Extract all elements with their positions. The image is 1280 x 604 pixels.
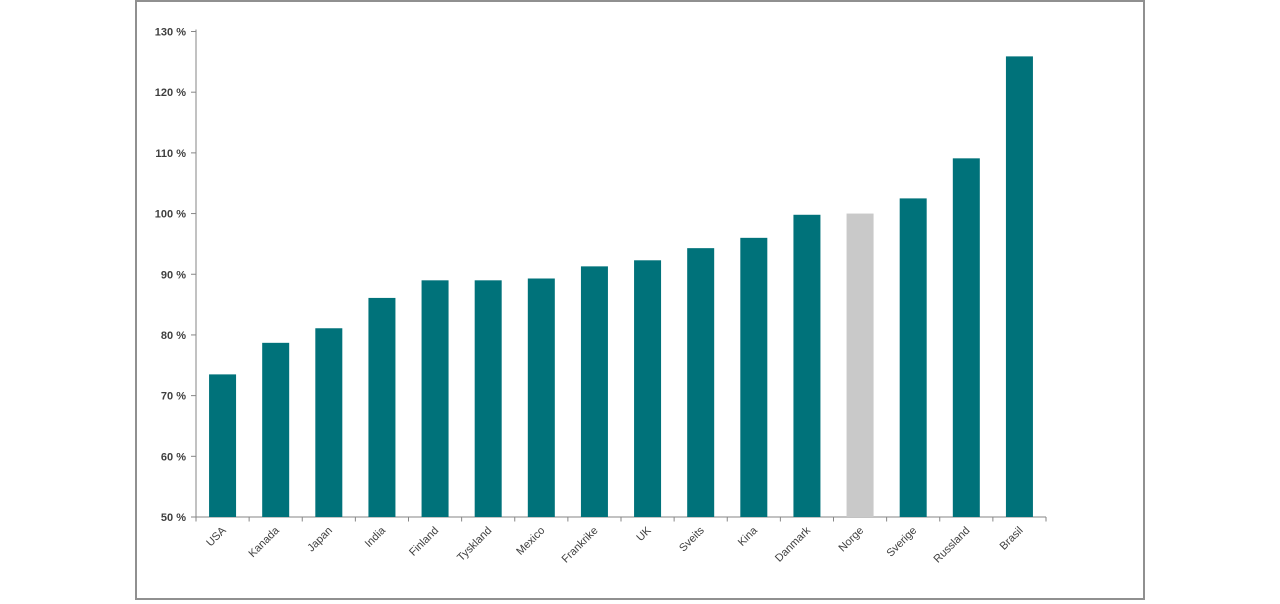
bar-uk[interactable] <box>634 260 662 517</box>
bar-sverige[interactable] <box>899 198 927 517</box>
bar-sveits[interactable] <box>687 248 715 518</box>
bar-danmark[interactable] <box>793 214 821 517</box>
y-axis-tick-label: 80 % <box>161 330 186 342</box>
bar-brasil[interactable] <box>1005 56 1033 518</box>
x-axis-category-label: Brasil <box>998 525 1026 553</box>
x-axis-category-label: India <box>363 524 389 550</box>
x-axis-category-label: Frankrike <box>560 525 601 566</box>
bar-tyskland[interactable] <box>474 280 502 517</box>
x-axis-category-label: Tyskland <box>455 525 494 564</box>
y-axis-tick-label: 50 % <box>161 512 186 524</box>
x-axis-category-label: Kina <box>736 524 761 549</box>
y-axis-tick-label: 60 % <box>161 451 186 463</box>
bar-japan[interactable] <box>315 328 343 517</box>
x-axis-category-label: Sveits <box>677 524 707 554</box>
bar-kanada[interactable] <box>262 342 290 517</box>
bar-mexico[interactable] <box>527 278 555 517</box>
x-axis-category-label: Mexico <box>514 525 547 558</box>
bar-kina[interactable] <box>740 237 768 517</box>
y-axis-tick-label: 120 % <box>155 87 186 99</box>
bar-frankrike[interactable] <box>580 266 608 517</box>
bar-finland[interactable] <box>421 280 449 517</box>
bar-india[interactable] <box>368 297 396 517</box>
x-axis-category-label: UK <box>634 524 654 544</box>
y-axis-tick-label: 90 % <box>161 269 186 281</box>
x-axis-category-label: Norge <box>837 525 867 555</box>
x-axis-category-label: Japan <box>305 525 335 555</box>
bar-usa[interactable] <box>209 374 237 517</box>
x-axis-category-label: Danmark <box>773 524 813 564</box>
x-axis-category-label: Sverige <box>884 525 919 560</box>
y-axis-tick-label: 110 % <box>155 148 186 160</box>
bar-norge[interactable] <box>846 213 874 517</box>
y-axis-tick-label: 130 % <box>155 27 186 39</box>
x-axis-category-label: Kanada <box>246 524 282 560</box>
y-axis-tick-label: 100 % <box>155 209 186 221</box>
bar-russland[interactable] <box>952 158 980 518</box>
x-axis-category-label: Russland <box>932 525 973 566</box>
y-axis-tick-label: 70 % <box>161 391 186 403</box>
x-axis-category-label: Finland <box>407 525 441 559</box>
x-axis-category-label: USA <box>204 524 229 549</box>
